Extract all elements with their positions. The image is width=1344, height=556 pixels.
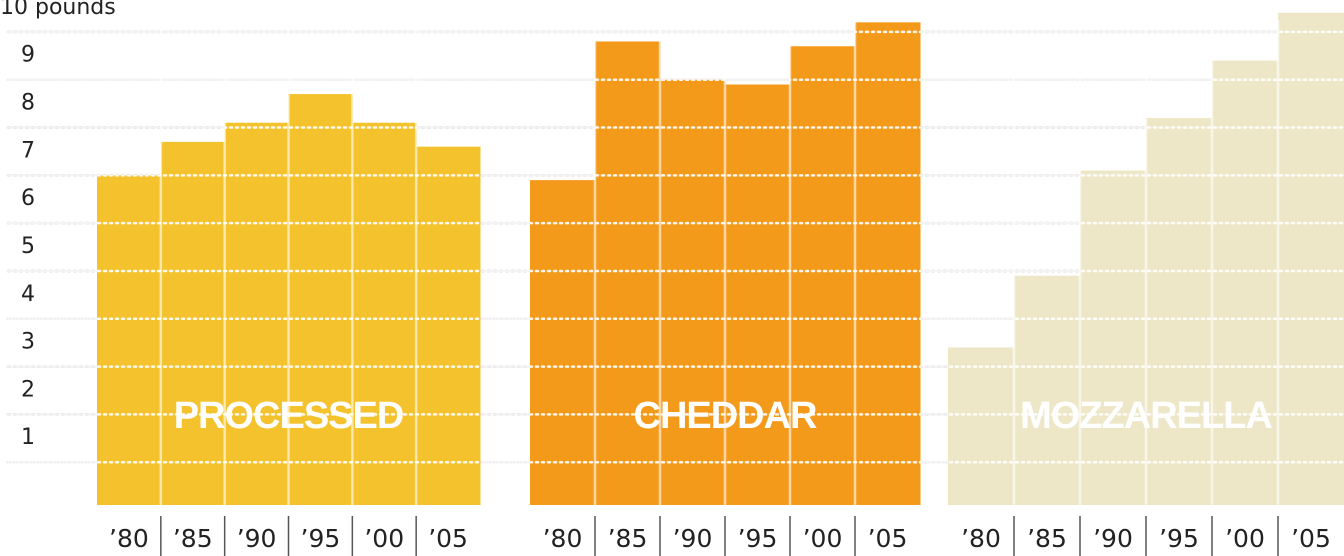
y-tick-label: 10 pounds [0, 0, 116, 20]
bar [1212, 60, 1279, 505]
y-tick-label: 7 [21, 138, 35, 163]
y-tick-label: 4 [21, 282, 35, 307]
x-tick-label: ’80 [109, 524, 149, 553]
y-tick-label: 9 [21, 43, 35, 68]
x-tick-label: ’05 [868, 524, 908, 553]
x-tick-label: ’80 [543, 524, 583, 553]
bar [725, 84, 791, 505]
y-tick-label: 6 [21, 186, 35, 211]
bar [530, 180, 596, 505]
bar [948, 347, 1015, 505]
bar [1080, 170, 1147, 506]
x-tick-label: ’00 [1225, 524, 1265, 553]
x-tick-label: ’85 [173, 524, 213, 553]
panel-title: MOZZARELLA [1020, 395, 1272, 437]
y-tick-label: 5 [21, 234, 35, 259]
bar [224, 122, 289, 505]
x-tick-label: ’95 [738, 524, 778, 553]
y-tick-label: 2 [21, 377, 35, 402]
bar [1014, 275, 1081, 505]
bar [1278, 12, 1344, 506]
x-tick-label: ’80 [961, 524, 1001, 553]
panel-title: CHEDDAR [634, 395, 818, 437]
bar [160, 141, 226, 505]
bar [288, 94, 353, 506]
x-tick-label: ’85 [1027, 524, 1067, 553]
bar [660, 79, 726, 505]
bar [1146, 117, 1213, 505]
x-tick-label: ’00 [803, 524, 843, 553]
bar [790, 46, 856, 505]
x-tick-label: ’90 [1093, 524, 1133, 553]
bar [855, 22, 921, 505]
y-tick-label: 1 [21, 425, 35, 450]
bar [97, 175, 162, 506]
bar [595, 41, 661, 505]
panel-title: PROCESSED [174, 395, 404, 437]
x-tick-label: ’05 [428, 524, 468, 553]
y-tick-label: 3 [21, 330, 35, 355]
x-tick-label: ’05 [1291, 524, 1331, 553]
bar [352, 122, 417, 505]
x-tick-label: ’95 [301, 524, 341, 553]
bar [416, 146, 481, 505]
x-tick-label: ’95 [1159, 524, 1199, 553]
x-tick-label: ’90 [237, 524, 277, 553]
x-tick-label: ’85 [608, 524, 648, 553]
x-tick-label: ’90 [673, 524, 713, 553]
x-tick-label: ’00 [364, 524, 404, 553]
y-tick-label: 8 [21, 91, 35, 116]
